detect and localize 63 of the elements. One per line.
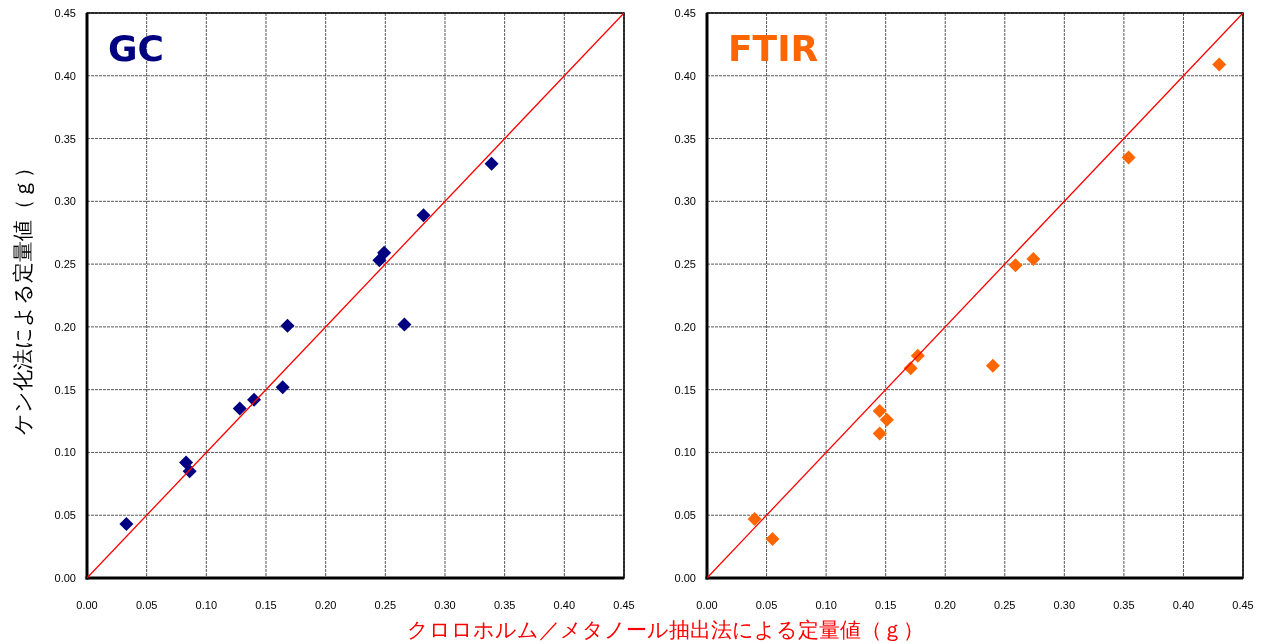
point <box>879 412 894 427</box>
y-tick-label: 0.05 <box>54 509 76 522</box>
point <box>397 317 412 332</box>
point <box>119 517 134 532</box>
x-tick-label: 0.00 <box>696 599 718 611</box>
y-tick-label: 0.20 <box>674 320 696 333</box>
point <box>1026 252 1041 267</box>
x-tick-label: 0.40 <box>553 599 576 611</box>
point <box>377 245 392 260</box>
x-axis-title: クロロホルム／メタノール抽出法による定量値（ｇ） <box>406 618 924 642</box>
y-tick-label: 0.05 <box>674 509 696 522</box>
point <box>765 532 780 547</box>
x-tick-label: 0.25 <box>994 599 1016 611</box>
point <box>280 318 295 333</box>
y-tick-label: 0.35 <box>54 132 76 145</box>
point <box>1008 258 1023 273</box>
y-tick-label: 0.10 <box>674 446 696 459</box>
point <box>872 404 887 419</box>
x-tick-label: 0.15 <box>255 599 277 611</box>
point <box>416 208 431 223</box>
y-tick-label: 0.45 <box>54 7 76 19</box>
point <box>872 426 887 441</box>
x-tick-label: 0.30 <box>434 599 456 611</box>
x-tick-label: 0.20 <box>314 599 337 611</box>
y-tick-label: 0.30 <box>674 195 696 208</box>
y-tick-label: 0.15 <box>674 383 696 396</box>
x-tick-label: 0.10 <box>195 599 218 611</box>
point <box>484 156 499 171</box>
y-tick-label: 0.00 <box>674 572 696 584</box>
y-tick-label: 0.40 <box>674 69 696 82</box>
x-tick-label: 0.00 <box>76 599 98 611</box>
x-tick-label: 0.20 <box>934 599 956 611</box>
y-tick-label: 0.25 <box>674 258 696 271</box>
chart-title: FTIR <box>728 28 819 69</box>
point <box>275 380 290 395</box>
point <box>747 511 762 526</box>
x-tick-label: 0.35 <box>493 599 516 611</box>
point <box>985 358 1000 373</box>
x-tick-label: 0.10 <box>815 599 837 611</box>
x-tick-label: 0.40 <box>1172 599 1195 611</box>
point <box>1212 57 1227 72</box>
point <box>1121 150 1136 165</box>
y-tick-label: 0.15 <box>54 383 76 396</box>
x-tick-label: 0.45 <box>1232 599 1254 611</box>
y-tick-label: 0.45 <box>674 7 696 19</box>
chart-title: GC <box>108 28 164 69</box>
point <box>179 455 194 470</box>
x-tick-label: 0.05 <box>135 599 158 611</box>
x-tick-label: 0.15 <box>874 599 897 611</box>
x-tick-label: 0.05 <box>755 599 778 611</box>
y-axis-title: ケン化法による定量値（ｇ） <box>11 156 35 435</box>
y-tick-label: 0.30 <box>54 195 76 208</box>
x-tick-label: 0.35 <box>1113 599 1135 611</box>
x-tick-label: 0.30 <box>1053 599 1076 611</box>
y-tick-label: 0.40 <box>54 69 76 82</box>
point <box>232 401 247 416</box>
x-tick-label: 0.45 <box>613 599 635 611</box>
y-tick-label: 0.20 <box>54 320 76 333</box>
y-tick-label: 0.35 <box>674 132 696 145</box>
x-tick-label: 0.25 <box>374 599 397 611</box>
y-tick-label: 0.25 <box>54 258 76 271</box>
y-tick-label: 0.00 <box>54 572 76 584</box>
y-tick-label: 0.10 <box>54 446 76 459</box>
